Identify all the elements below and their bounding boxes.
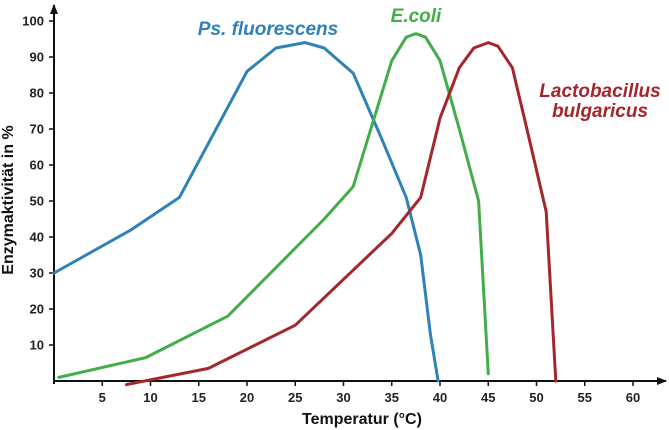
y-tick-label: 100 — [22, 14, 44, 29]
y-tick-label: 90 — [30, 50, 44, 65]
x-tick-label: 40 — [433, 390, 447, 405]
x-axis-title: Temperatur (°C) — [302, 411, 422, 428]
x-ticks: 5 10 15 20 25 30 35 40 45 50 55 60 — [99, 381, 640, 405]
series-line-1 — [57, 32, 490, 379]
x-tick-label: 45 — [481, 390, 495, 405]
axes — [50, 4, 667, 385]
series-line-0 — [52, 41, 440, 383]
series-labels: Ps. fluorescens E.coli Lactobacillus bulgar… — [198, 6, 661, 122]
x-tick-label: 20 — [240, 390, 254, 405]
y-tick-label: 60 — [30, 158, 44, 173]
y-axis-title: Enzymaktivität in % — [0, 125, 17, 274]
x-tick-label: 30 — [336, 390, 350, 405]
y-tick-label: 10 — [30, 338, 44, 353]
y-tick-label: 80 — [30, 86, 44, 101]
x-tick-label: 15 — [192, 390, 206, 405]
y-tick-label: 50 — [30, 194, 44, 209]
series-lines — [52, 32, 558, 387]
series-line-2 — [124, 41, 558, 387]
series-label-0: Ps. fluorescens — [198, 19, 338, 40]
y-tick-label: 30 — [30, 266, 44, 281]
y-tick-label: 20 — [30, 302, 44, 317]
series-label-2: Lactobacillus bulgaricus — [539, 81, 660, 122]
series-label-1: E.coli — [391, 6, 442, 27]
y-tick-label: 70 — [30, 122, 44, 137]
x-tick-label: 5 — [99, 390, 106, 405]
x-tick-label: 25 — [288, 390, 302, 405]
x-tick-label: 60 — [626, 390, 640, 405]
x-tick-label: 55 — [578, 390, 592, 405]
x-tick-label: 35 — [385, 390, 399, 405]
x-tick-label: 10 — [143, 390, 157, 405]
y-ticks: 10 20 30 40 50 60 70 80 90 100 — [22, 14, 54, 353]
y-tick-label: 40 — [30, 230, 44, 245]
x-tick-label: 50 — [529, 390, 543, 405]
